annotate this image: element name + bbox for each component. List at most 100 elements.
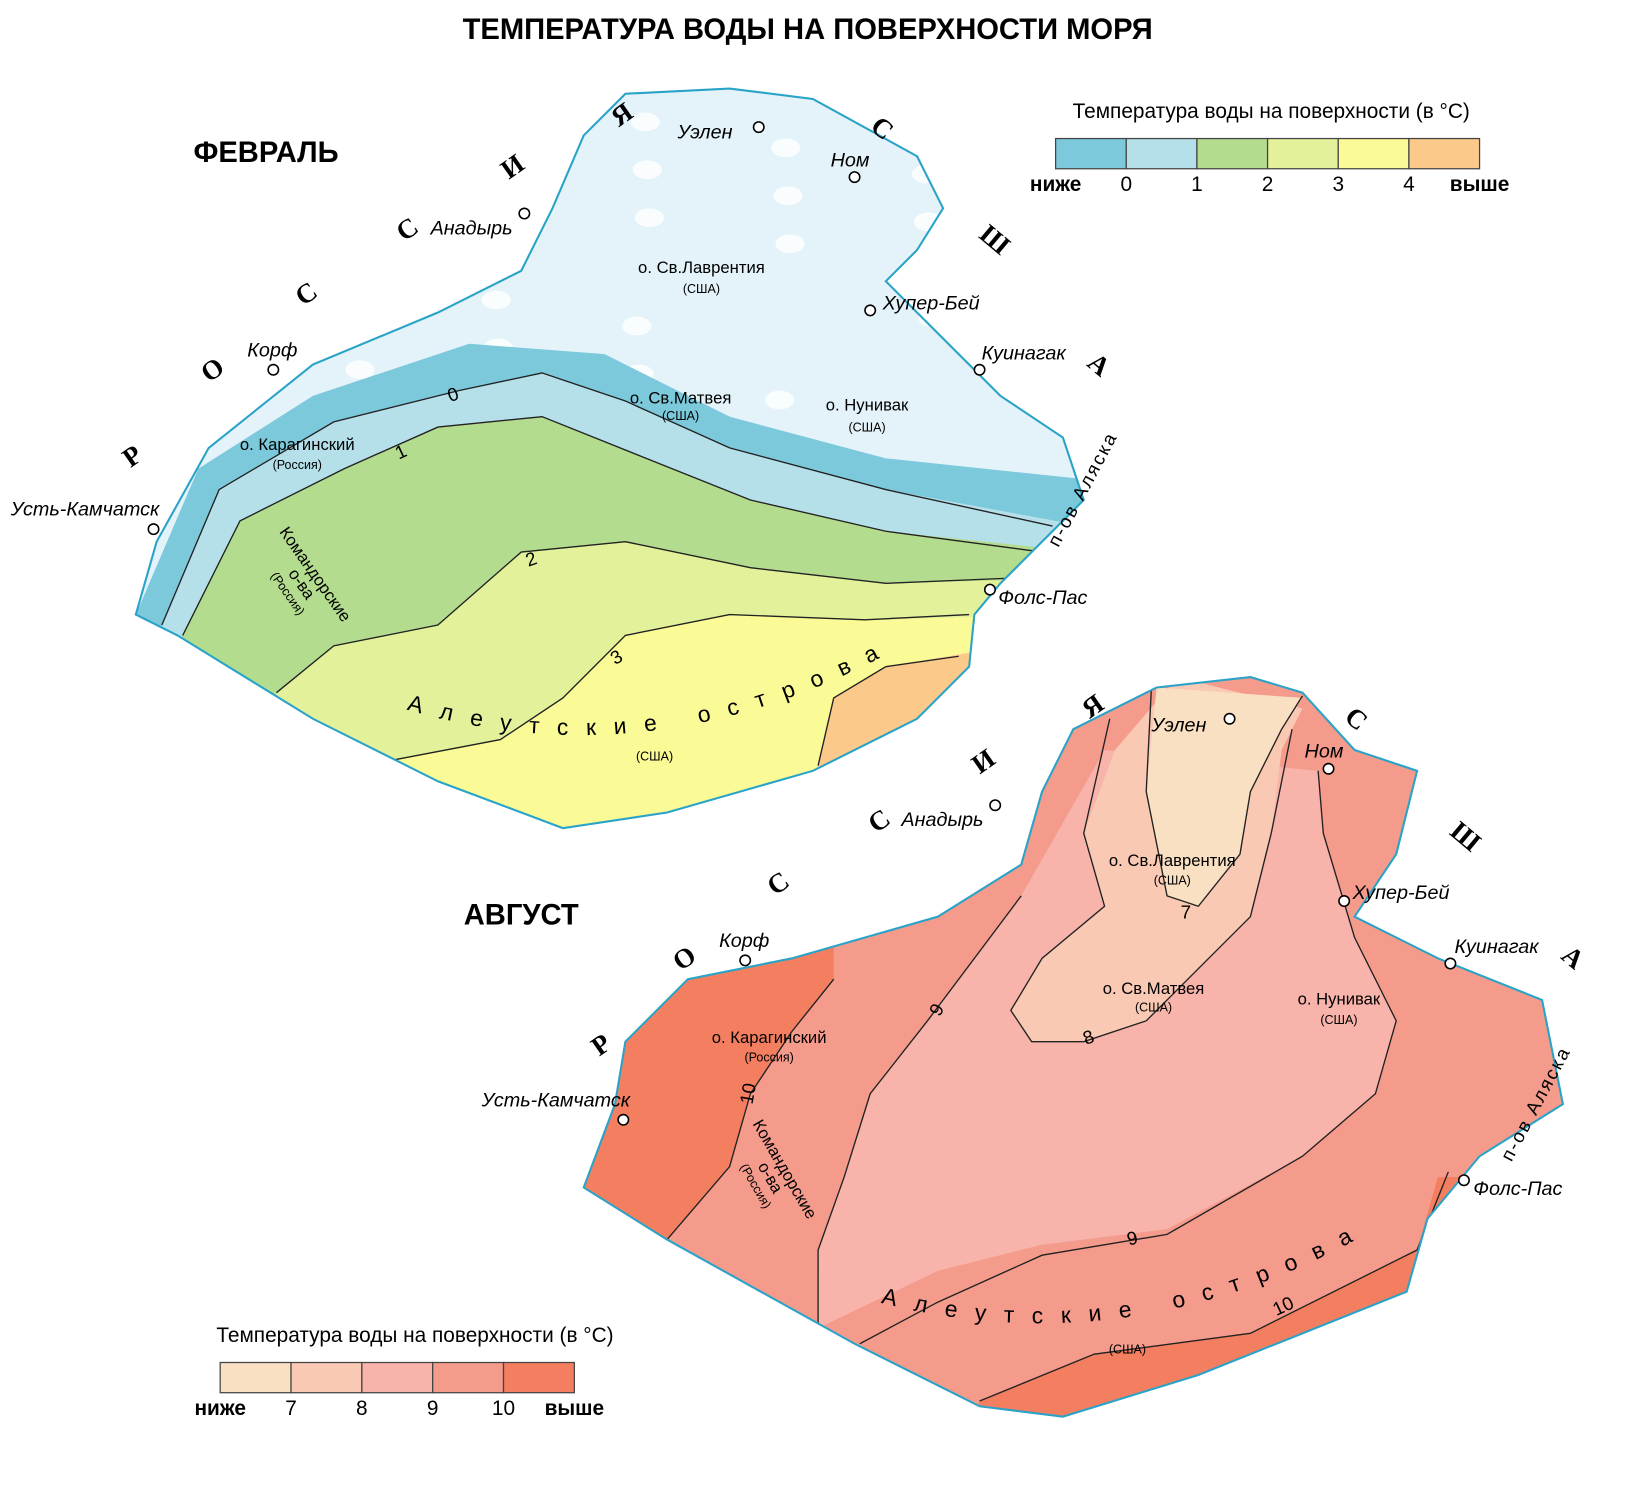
island-name: о. Св.Лаврентия: [638, 258, 765, 277]
island-name: о. Карагинский: [240, 435, 355, 454]
city-dot: [147, 523, 160, 536]
legend-swatch: [1408, 137, 1481, 170]
ice-floe: [634, 208, 664, 228]
country-letter: О: [195, 351, 229, 388]
city-dot: [739, 954, 752, 967]
city-label: Куинагак: [1455, 936, 1540, 958]
legend-tick: 7: [285, 1397, 297, 1420]
temperature-zone: [1146, 687, 1303, 907]
legend-tick: 8: [356, 1397, 368, 1420]
ice-floe: [622, 316, 652, 336]
legend-swatch: [1266, 137, 1339, 170]
legend-tick: 10: [492, 1397, 515, 1420]
ice-floe: [764, 390, 795, 410]
city-dot: [752, 121, 765, 134]
page-title: ТЕМПЕРАТУРА ВОДЫ НА ПОВЕРХНОСТИ МОРЯ: [463, 14, 1153, 46]
isotherm: [1010, 718, 1293, 1043]
legend-tick: 9: [427, 1397, 439, 1420]
ice-floe: [204, 334, 234, 354]
city-dot: [973, 363, 986, 376]
legend-swatch: [290, 1361, 363, 1394]
city-label: Фолс-Пас: [1473, 1178, 1562, 1200]
ice-floe: [479, 242, 509, 262]
island-name: о. Карагинский: [712, 1028, 827, 1047]
legend-title: Температура воды на поверхности (в °C): [216, 1324, 613, 1347]
island-name: о. Нунивак: [1298, 989, 1381, 1008]
city-label: Хупер-Бей: [1351, 882, 1449, 904]
city-dot: [617, 1113, 630, 1126]
ice-floe: [775, 234, 805, 254]
ice-floe: [630, 112, 660, 132]
isotherm: [817, 655, 959, 766]
ice-floe: [771, 138, 801, 158]
city-dot: [1457, 1174, 1470, 1187]
legend-swatch: [219, 1361, 292, 1394]
island-owner: (США): [683, 282, 720, 296]
ice-floe: [343, 312, 373, 332]
legend-swatch: [361, 1361, 434, 1394]
ice-floe: [202, 286, 232, 306]
city-dot: [989, 799, 1002, 812]
city-label: Анадырь: [430, 217, 513, 239]
city-label: Хупер-Бей: [882, 292, 980, 314]
island-owner: (США): [1154, 874, 1191, 888]
legend-high: выше: [545, 1397, 605, 1420]
island-owner: (США): [662, 409, 699, 423]
city-dot: [267, 363, 280, 376]
ice-floe: [341, 264, 371, 284]
city-label: Анадырь: [900, 809, 983, 831]
legend-tick: 2: [1262, 173, 1274, 196]
city-label: Куинагак: [982, 342, 1067, 364]
city-label: Усть-Камчатск: [10, 499, 160, 521]
isotherm: [276, 540, 1011, 694]
ice-floe: [492, 134, 522, 154]
island-name: о. Св.Лаврентия: [1109, 851, 1236, 870]
map-name: АВГУСТ: [464, 899, 579, 931]
ice-floe: [194, 94, 224, 114]
city-label: Усть-Камчатск: [481, 1089, 631, 1111]
country-letter: И: [495, 148, 529, 185]
isotherm-label: 7: [1181, 901, 1191, 922]
legend-swatch: [1125, 137, 1198, 170]
map-name: ФЕВРАЛЬ: [193, 137, 338, 169]
country-letter: Ш: [974, 218, 1016, 260]
legend-high: выше: [1450, 173, 1510, 196]
isotherm-label: 10: [736, 1081, 760, 1105]
ice-floe: [909, 116, 939, 136]
city-label: Ном: [1305, 740, 1344, 762]
country-letter: С: [761, 865, 794, 901]
island-name: о. Св.Матвея: [630, 388, 732, 407]
ice-floe: [336, 168, 367, 188]
ice-floe: [773, 186, 803, 206]
country-letter: С: [289, 276, 322, 312]
island-name: о. Св.Матвея: [1103, 979, 1205, 998]
ice-floe: [338, 216, 369, 236]
legend-swatch: [502, 1361, 575, 1394]
island-owner: (США): [848, 420, 885, 434]
ice-floe: [632, 160, 662, 180]
country-letter: Р: [586, 1028, 617, 1062]
legend-title: Температура воды на поверхности (в °C): [1073, 100, 1470, 123]
legend-tick: 3: [1332, 173, 1344, 196]
city-label: Ном: [831, 150, 870, 172]
country-letter: О: [667, 940, 701, 977]
legend-swatch: [1054, 137, 1127, 170]
country-letter: А: [1082, 347, 1117, 383]
city-dot: [1322, 762, 1335, 775]
city-dot: [864, 304, 877, 317]
isotherm: [161, 372, 1053, 626]
city-dot: [518, 207, 531, 220]
city-dot: [1338, 895, 1351, 908]
city-dot: [1223, 712, 1236, 725]
isotherm: [817, 895, 1022, 1329]
ice-floe: [916, 260, 946, 280]
chain-owner: (США): [1109, 1342, 1146, 1356]
legend-low: ниже: [194, 1397, 245, 1420]
country-letter: С: [391, 211, 424, 247]
country-letter: Р: [117, 439, 148, 473]
city-label: Уэлен: [1150, 714, 1206, 736]
isotherm: [666, 978, 835, 1241]
city-label: Корф: [247, 339, 297, 361]
isotherm: [1145, 687, 1304, 908]
